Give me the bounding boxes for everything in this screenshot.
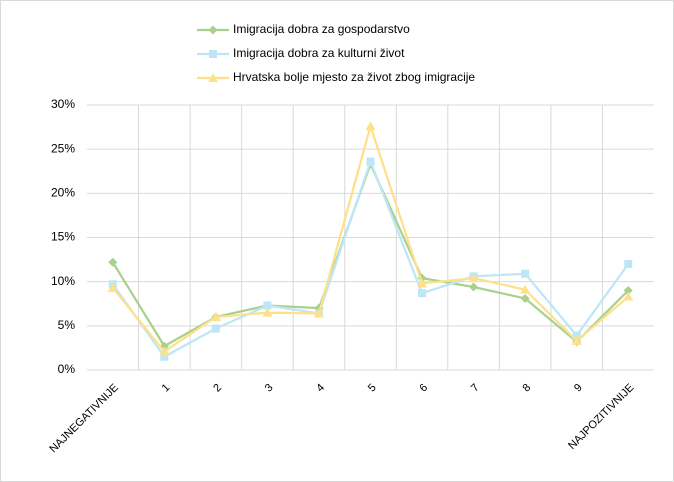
marker <box>210 312 221 321</box>
marker <box>468 273 479 283</box>
marker <box>571 335 582 345</box>
marker <box>262 307 273 317</box>
marker <box>469 282 479 292</box>
marker <box>520 293 530 303</box>
marker <box>623 291 634 301</box>
legend-label: Imigracija dobra za kulturni život <box>233 46 405 60</box>
marker <box>208 73 218 82</box>
marker <box>623 286 633 295</box>
marker <box>263 301 272 310</box>
y-tick-label: 0% <box>58 362 76 376</box>
marker <box>365 121 376 131</box>
marker <box>366 157 375 166</box>
marker <box>160 352 169 361</box>
y-tick-label: 30% <box>51 97 75 111</box>
legend-label: Imigracija dobra za gospodarstvo <box>233 22 410 36</box>
y-tick-label: 20% <box>51 186 75 200</box>
marker <box>521 269 530 278</box>
legend-label: Hrvatska bolje mjesto za život zbog imig… <box>233 70 475 84</box>
marker <box>417 278 428 288</box>
marker <box>520 284 531 294</box>
y-tick-label: 10% <box>51 274 75 288</box>
marker <box>313 308 324 318</box>
marker <box>209 50 217 58</box>
marker <box>107 282 118 292</box>
marker <box>572 331 581 340</box>
y-tick-label: 15% <box>51 230 75 244</box>
marker <box>208 25 218 35</box>
marker <box>624 260 633 268</box>
y-tick-label: 5% <box>58 318 76 332</box>
y-tick-label: 25% <box>51 141 75 155</box>
marker <box>211 324 220 333</box>
marker <box>108 257 118 267</box>
marker <box>159 346 170 356</box>
marker <box>418 289 427 298</box>
